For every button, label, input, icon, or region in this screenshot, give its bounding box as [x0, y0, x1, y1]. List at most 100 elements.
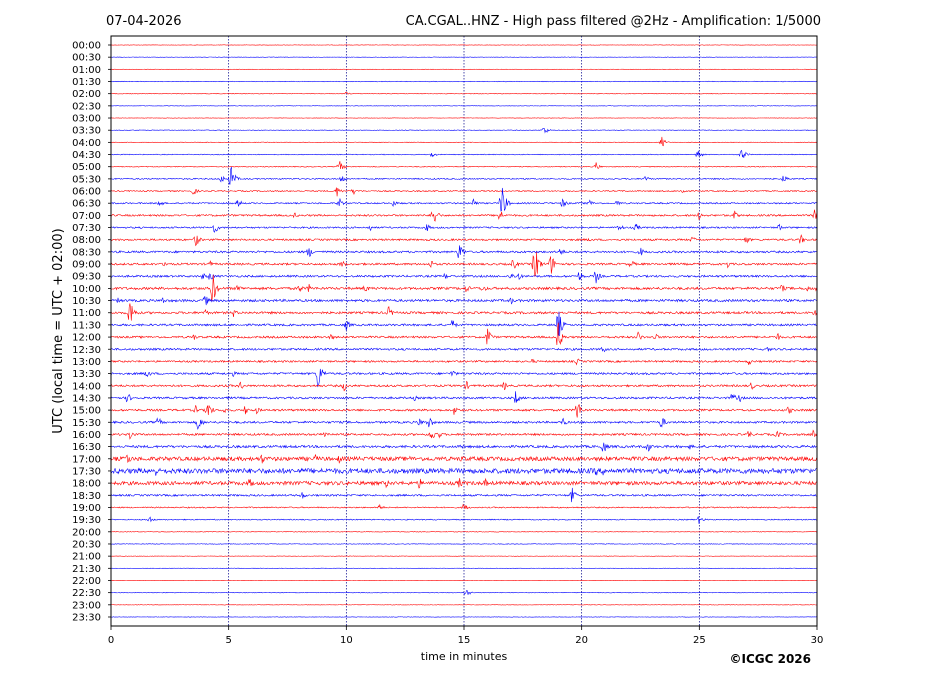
row-label: 07:00 — [72, 211, 101, 222]
trace-row-1530 — [110, 417, 817, 430]
row-label: 11:00 — [72, 308, 101, 319]
trace-row-1130 — [110, 311, 817, 337]
trace-lines — [110, 44, 817, 618]
trace-row-1330 — [110, 368, 817, 388]
x-tick-label: 5 — [225, 635, 231, 646]
row-label: 22:30 — [72, 588, 101, 599]
row-label: 09:30 — [72, 272, 101, 283]
trace-row-0700 — [110, 209, 817, 222]
trace-row-2030 — [110, 543, 817, 545]
row-label: 22:00 — [72, 576, 101, 587]
row-label: 10:30 — [72, 296, 101, 307]
row-label: 00:30 — [72, 53, 101, 64]
row-label: 21:00 — [72, 552, 101, 563]
trace-row-1030 — [110, 296, 817, 306]
row-label: 16:30 — [72, 442, 101, 453]
row-label: 02:30 — [72, 101, 101, 112]
x-tick-label: 25 — [693, 635, 706, 646]
row-label: 21:30 — [72, 564, 101, 575]
row-label: 20:00 — [72, 527, 101, 538]
trace-row-1100 — [110, 303, 817, 321]
trace-row-1600 — [110, 429, 817, 440]
trace-row-0600 — [110, 187, 817, 197]
x-tick-label: 10 — [340, 635, 353, 646]
row-label: 12:30 — [72, 345, 101, 356]
date-label: 07-04-2026 — [106, 14, 182, 29]
row-label: 14:30 — [72, 393, 101, 404]
trace-row-1000 — [110, 274, 817, 302]
x-tick-label: 20 — [575, 635, 588, 646]
trace-row-0530 — [110, 166, 817, 185]
trace-row-1300 — [110, 358, 817, 366]
row-label: 06:30 — [72, 199, 101, 210]
trace-row-2230 — [110, 590, 817, 595]
row-label: 00:00 — [72, 41, 101, 52]
row-label: 15:30 — [72, 418, 101, 429]
row-label: 20:30 — [72, 539, 101, 550]
row-label: 13:30 — [72, 369, 101, 380]
trace-row-1500 — [110, 404, 817, 418]
row-label: 14:00 — [72, 381, 101, 392]
trace-row-1230 — [110, 346, 817, 353]
row-label: 02:00 — [72, 89, 101, 100]
trace-row-0900 — [110, 251, 817, 277]
row-label: 19:30 — [72, 515, 101, 526]
row-label: 17:00 — [72, 454, 101, 465]
trace-row-0830 — [110, 245, 817, 259]
trace-row-0200 — [111, 91, 817, 95]
row-label: 01:30 — [72, 77, 101, 88]
row-label: 08:30 — [72, 247, 101, 258]
row-label: 18:00 — [72, 479, 101, 490]
trace-row-1900 — [110, 503, 817, 510]
trace-row-0730 — [110, 223, 817, 233]
trace-row-1630 — [110, 442, 817, 452]
row-label: 09:00 — [72, 260, 101, 271]
row-label: 03:00 — [72, 114, 101, 125]
row-label: 03:30 — [72, 126, 101, 137]
x-tick-label: 30 — [811, 635, 824, 646]
trace-row-0630 — [110, 187, 817, 212]
row-label: 04:30 — [72, 150, 101, 161]
row-label: 13:00 — [72, 357, 101, 368]
row-label: 18:30 — [72, 491, 101, 502]
row-label: 15:00 — [72, 406, 101, 417]
trace-row-0330 — [110, 128, 817, 134]
trace-row-0800 — [110, 234, 817, 247]
row-label: 19:00 — [72, 503, 101, 514]
trace-row-1430 — [110, 391, 817, 403]
trace-row-0500 — [110, 161, 817, 170]
trace-row-1400 — [110, 380, 817, 392]
chart-title: CA.CGAL..HNZ - High pass filtered @2Hz -… — [406, 14, 821, 29]
x-tick-label: 15 — [458, 635, 471, 646]
trace-row-1800 — [110, 477, 817, 489]
row-label: 23:30 — [72, 612, 101, 623]
trace-row-0130 — [110, 80, 817, 83]
row-label: 04:00 — [72, 138, 101, 149]
row-label: 12:00 — [72, 333, 101, 344]
x-tick-label: 0 — [108, 635, 114, 646]
row-label: 06:00 — [72, 187, 101, 198]
trace-row-1830 — [110, 487, 817, 503]
trace-row-1700 — [110, 454, 817, 464]
row-label: 23:00 — [72, 600, 101, 611]
plot-frame — [110, 35, 818, 627]
row-label: 01:00 — [72, 65, 101, 76]
row-label: 05:00 — [72, 162, 101, 173]
trace-row-0400 — [110, 136, 817, 147]
row-label: 08:00 — [72, 235, 101, 246]
row-label: 10:00 — [72, 284, 101, 295]
trace-row-0930 — [110, 271, 817, 284]
copyright-label: ©ICGC 2026 — [729, 652, 811, 666]
trace-row-1930 — [110, 516, 817, 524]
row-label: 05:30 — [72, 174, 101, 185]
y-axis-label: UTC (local time = UTC + 02:00) — [51, 228, 66, 433]
vertical-grid — [228, 36, 700, 626]
row-label: 17:30 — [72, 466, 101, 477]
x-axis-label: time in minutes — [421, 650, 508, 663]
row-label: 11:30 — [72, 320, 101, 331]
trace-row-1200 — [110, 322, 817, 346]
x-axis-ticks: 0 5 10 15 20 25 30 — [108, 626, 824, 646]
row-label: 07:30 — [72, 223, 101, 234]
